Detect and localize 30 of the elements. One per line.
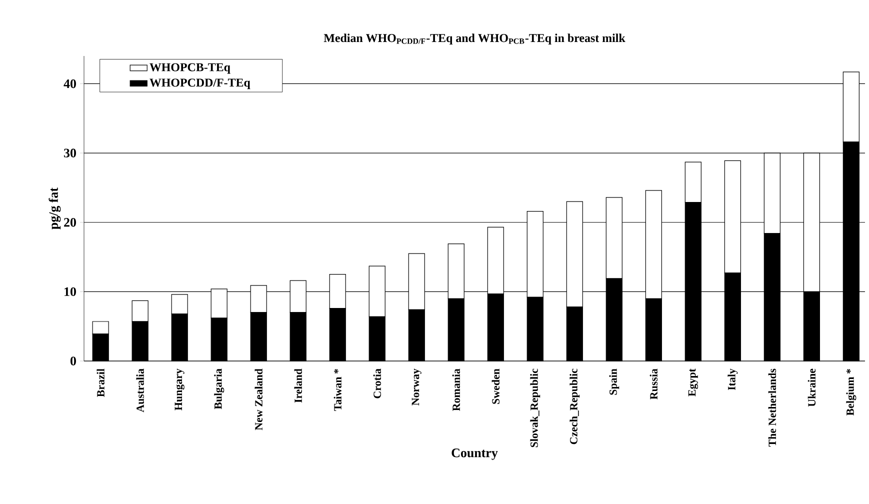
x-axis-title: Country bbox=[452, 448, 498, 460]
x-tick-label: Hungary bbox=[174, 368, 184, 410]
y-tick-label: 40 bbox=[64, 79, 76, 88]
x-tick-label: Sweden bbox=[492, 368, 500, 404]
x-tick-label: Italy bbox=[728, 368, 738, 390]
legend-label: WHOPCB-TEq bbox=[150, 63, 230, 74]
y-tick-label: 10 bbox=[64, 287, 76, 296]
chart-title: Median WHO$_{PCDD/F}$-TEq and WHO$_{PCB}$-TEq in breast milk bbox=[324, 34, 626, 45]
x-tick-label: Belgium * bbox=[846, 368, 856, 416]
x-tick-label: Brazil bbox=[96, 368, 104, 397]
x-tick-label: Taiwan * bbox=[334, 368, 342, 411]
legend-label: WHOPCDD/F-TEq bbox=[150, 78, 250, 90]
x-tick-label: New Zealand bbox=[254, 368, 262, 430]
x-tick-label: Ireland bbox=[294, 368, 302, 403]
x-tick-label: Norway bbox=[412, 368, 422, 406]
x-tick-label: Egypt bbox=[688, 368, 698, 396]
y-tick-label: 20 bbox=[64, 218, 76, 227]
x-tick-label: Slovak_Republic bbox=[530, 368, 540, 448]
y-tick-label: 30 bbox=[64, 148, 76, 158]
x-tick-label: Romania bbox=[452, 368, 460, 411]
x-tick-label: Bulgaria bbox=[214, 368, 224, 410]
x-tick-label: Ukraine bbox=[808, 368, 816, 407]
x-tick-label: Russia bbox=[650, 368, 658, 400]
x-tick-label: Spain bbox=[609, 368, 620, 395]
x-tick-label: Crotia bbox=[373, 368, 381, 398]
y-axis-title: pg/g fat bbox=[48, 188, 61, 230]
x-tick-label: The Netherlands bbox=[768, 368, 776, 447]
x-tick-label: Czech_Republic bbox=[570, 368, 580, 444]
x-tick-label: Australia bbox=[136, 368, 144, 412]
y-tick-label: 0 bbox=[70, 356, 76, 366]
